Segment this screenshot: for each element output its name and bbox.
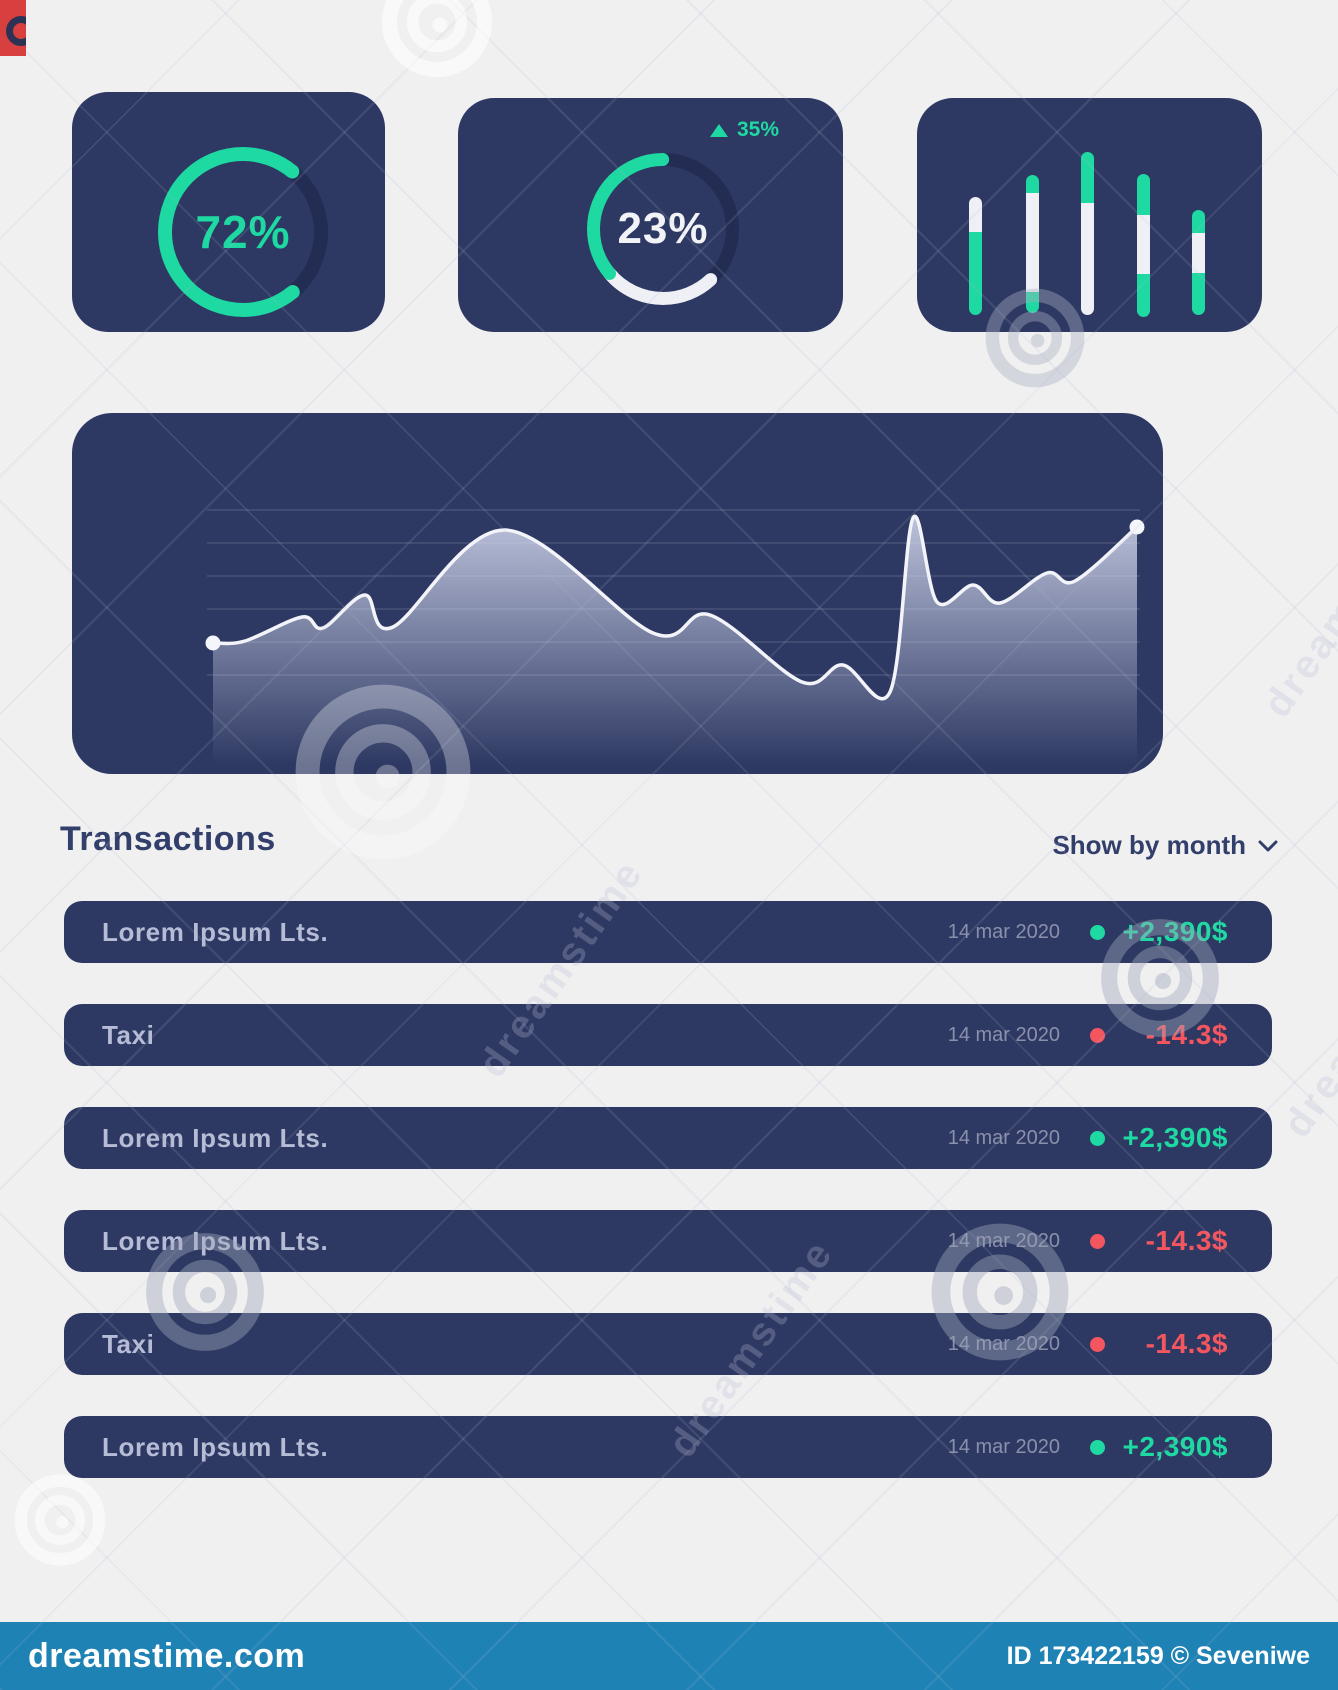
bar-segment-green: [968, 232, 982, 315]
transaction-date: 14 mar 2020: [947, 1436, 1060, 1458]
bar-segment-green: [1136, 174, 1150, 216]
bar-segment-green: [1025, 175, 1039, 193]
cropped-logo-corner: [0, 0, 26, 56]
transaction-amount: -14.3$: [1145, 1328, 1228, 1359]
transaction-name: Taxi: [102, 1020, 155, 1050]
kpi-card-gauge-72: 72%: [72, 92, 385, 332]
watermark-text: dreamstime: [1275, 911, 1338, 1146]
donut-gauge-23: 23%: [587, 153, 739, 305]
delta-badge: 35%: [709, 118, 779, 142]
transaction-amount: -14.3$: [1145, 1225, 1228, 1256]
slider-bar[interactable]: [1080, 152, 1094, 315]
slider-bar[interactable]: [968, 197, 982, 315]
bar-segment-white: [1191, 233, 1205, 273]
status-dot-icon: [1090, 1337, 1105, 1352]
transaction-name: Lorem Ipsum Lts.: [102, 1226, 329, 1256]
donut-gauge-72: 72%: [158, 147, 328, 317]
transaction-date: 14 mar 2020: [947, 1127, 1060, 1149]
transaction-date: 14 mar 2020: [947, 1024, 1060, 1046]
status-dot-icon: [1090, 1234, 1105, 1249]
bar-segment-white: [1136, 215, 1150, 275]
slider-bar[interactable]: [1025, 175, 1039, 313]
status-dot-icon: [1090, 925, 1105, 940]
bar-segment-green: [1136, 274, 1150, 317]
watermark-spiral-icon: [14, 1474, 106, 1566]
chart-line: [212, 514, 1139, 701]
chart-area-fill: [213, 516, 1137, 765]
dreamstime-logo[interactable]: dreamstime.com: [28, 1636, 306, 1675]
slider-bar[interactable]: [1191, 210, 1205, 315]
triangle-up-icon: [709, 123, 728, 137]
status-dot-icon: [1090, 1440, 1105, 1455]
bar-segment-white: [1025, 192, 1039, 293]
filter-label: Show by month: [1052, 830, 1246, 860]
donut-gauge-72-svg: [158, 147, 328, 317]
gauge-value: 72%: [195, 206, 291, 258]
transaction-row[interactable]: Lorem Ipsum Lts. 14 mar 2020 +2,390$: [64, 1416, 1272, 1478]
status-dot-icon: [1090, 1028, 1105, 1043]
footer-bar: dreamstime.com ID 173422159 © Seveniwe: [0, 1622, 1338, 1690]
delta-value: 35%: [736, 118, 779, 141]
transaction-date: 14 mar 2020: [947, 1230, 1060, 1252]
ring-white-arc: [587, 153, 739, 305]
transaction-row[interactable]: Lorem Ipsum Lts. 14 mar 2020 +2,390$: [64, 901, 1272, 963]
transaction-name: Taxi: [102, 1329, 155, 1359]
watermark-spiral-icon: [381, 0, 493, 78]
transaction-row[interactable]: Lorem Ipsum Lts. 14 mar 2020 +2,390$: [64, 1107, 1272, 1169]
transaction-amount: +2,390$: [1122, 1122, 1228, 1153]
bar-segment-white: [968, 197, 982, 233]
ring-progress-arc: [158, 147, 328, 317]
transaction-row[interactable]: Taxi 14 mar 2020 -14.3$: [64, 1004, 1272, 1066]
donut-gauge-23-svg: [587, 153, 739, 305]
transaction-amount: +2,390$: [1122, 1431, 1228, 1462]
transaction-date: 14 mar 2020: [947, 1333, 1060, 1355]
bar-segment-green: [1191, 210, 1205, 234]
transaction-row[interactable]: Taxi 14 mar 2020 -14.3$: [64, 1313, 1272, 1375]
kpi-card-slider-bars: [917, 98, 1262, 332]
transaction-date: 14 mar 2020: [947, 921, 1060, 943]
ring-progress-arc: [587, 153, 739, 305]
kpi-card-gauge-23: 35% 23%: [458, 98, 843, 332]
transaction-name: Lorem Ipsum Lts.: [102, 1432, 329, 1462]
area-chart: [205, 509, 1145, 765]
bar-segment-green: [1191, 273, 1205, 315]
slider-bar[interactable]: [1136, 174, 1150, 317]
show-by-month-dropdown[interactable]: Show by month: [1052, 830, 1278, 861]
gauge-value: 23%: [617, 204, 709, 253]
image-credit: ID 173422159 © Seveniwe: [1006, 1641, 1310, 1670]
transaction-amount: -14.3$: [1145, 1019, 1228, 1050]
transaction-name: Lorem Ipsum Lts.: [102, 1123, 329, 1153]
slider-bars-widget: [917, 98, 1262, 332]
chevron-down-icon: [1258, 840, 1278, 851]
trend-chart-card: [72, 413, 1163, 774]
bar-segment-green: [1025, 292, 1039, 313]
bar-segment-white: [1080, 202, 1094, 315]
bar-segment-green: [1080, 152, 1094, 203]
transaction-name: Lorem Ipsum Lts.: [102, 917, 329, 947]
watermark-text: dreamstime: [1255, 491, 1338, 726]
chart-start-dot: [205, 635, 221, 651]
chart-end-dot: [1129, 519, 1145, 535]
transaction-row[interactable]: Lorem Ipsum Lts. 14 mar 2020 -14.3$: [64, 1210, 1272, 1272]
status-dot-icon: [1090, 1131, 1105, 1146]
transactions-title: Transactions: [60, 820, 276, 858]
transaction-amount: +2,390$: [1122, 916, 1228, 947]
cropped-logo-spiral-icon: [6, 16, 26, 46]
